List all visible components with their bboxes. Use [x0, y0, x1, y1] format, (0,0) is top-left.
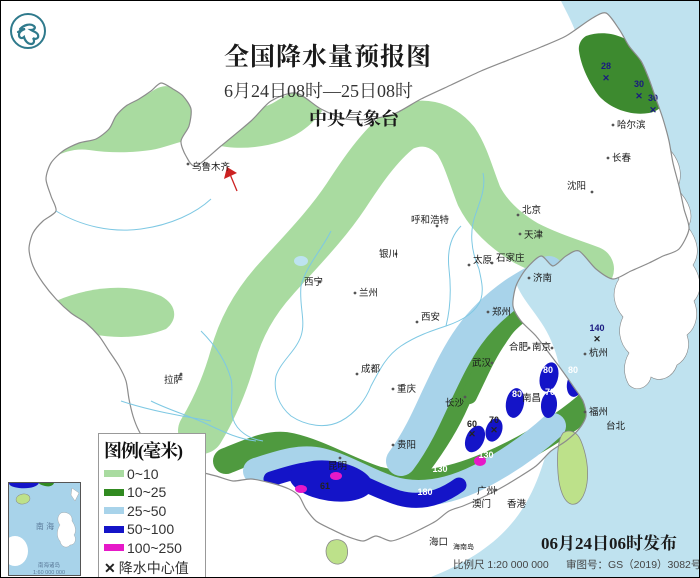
svg-text:✕: ✕ — [635, 91, 643, 101]
svg-text:80: 80 — [512, 389, 522, 399]
svg-text:石家庄: 石家庄 — [496, 252, 525, 264]
svg-text:兰州: 兰州 — [359, 287, 378, 299]
svg-text:长春: 长春 — [612, 152, 632, 164]
svg-text:✕: ✕ — [468, 429, 476, 439]
svg-text:61: 61 — [320, 481, 330, 491]
svg-text:哈尔滨: 哈尔滨 — [617, 119, 646, 131]
svg-text:28: 28 — [601, 61, 611, 71]
svg-text:沈阳: 沈阳 — [567, 180, 586, 192]
svg-text:✕: ✕ — [602, 73, 610, 83]
svg-text:140: 140 — [589, 323, 604, 333]
svg-text:广州: 广州 — [477, 485, 496, 497]
svg-text:福州: 福州 — [589, 406, 608, 418]
svg-text:西宁: 西宁 — [304, 276, 323, 288]
svg-text:30: 30 — [634, 79, 644, 89]
svg-text:重庆: 重庆 — [397, 383, 417, 395]
svg-text:乌鲁木齐: 乌鲁木齐 — [192, 161, 231, 173]
svg-text:香港: 香港 — [507, 498, 527, 510]
svg-text:太原: 太原 — [473, 254, 492, 266]
svg-text:长沙: 长沙 — [445, 397, 465, 409]
svg-text:南京: 南京 — [532, 341, 551, 353]
svg-text:北京: 北京 — [522, 204, 541, 216]
svg-text:呼和浩特: 呼和浩特 — [411, 214, 450, 226]
svg-text:成都: 成都 — [361, 363, 381, 375]
svg-text:西安: 西安 — [421, 311, 440, 323]
svg-text:合肥: 合肥 — [509, 341, 529, 353]
svg-text:银川: 银川 — [379, 248, 398, 260]
svg-text:天津: 天津 — [524, 230, 544, 241]
svg-text:南昌: 南昌 — [522, 392, 541, 404]
svg-text:✕: ✕ — [490, 425, 498, 435]
svg-text:昆明: 昆明 — [328, 461, 347, 472]
svg-text:台北: 台北 — [606, 420, 626, 432]
svg-text:70: 70 — [545, 387, 555, 397]
svg-text:杭州: 杭州 — [589, 347, 608, 359]
svg-text:60: 60 — [467, 419, 477, 429]
svg-text:拉萨: 拉萨 — [164, 374, 184, 386]
svg-text:贵阳: 贵阳 — [397, 439, 416, 451]
svg-text:澳门: 澳门 — [472, 498, 491, 510]
svg-text:济南: 济南 — [533, 272, 552, 284]
svg-text:南 海: 南 海 — [36, 521, 54, 531]
svg-text:80: 80 — [568, 365, 578, 375]
svg-text:70: 70 — [489, 415, 499, 425]
svg-text:80: 80 — [543, 365, 553, 375]
svg-text:南海诸岛: 南海诸岛 — [38, 561, 61, 569]
svg-text:海南岛: 海南岛 — [453, 542, 474, 551]
svg-text:1:60 000 000: 1:60 000 000 — [33, 570, 65, 576]
svg-text:✕: ✕ — [593, 334, 601, 344]
svg-text:郑州: 郑州 — [492, 306, 511, 318]
svg-text:130: 130 — [478, 450, 493, 460]
svg-text:武汉: 武汉 — [472, 357, 492, 369]
svg-text:130: 130 — [432, 464, 447, 474]
svg-text:海口: 海口 — [429, 536, 448, 548]
svg-text:180: 180 — [417, 487, 432, 497]
svg-text:✕: ✕ — [649, 105, 657, 115]
